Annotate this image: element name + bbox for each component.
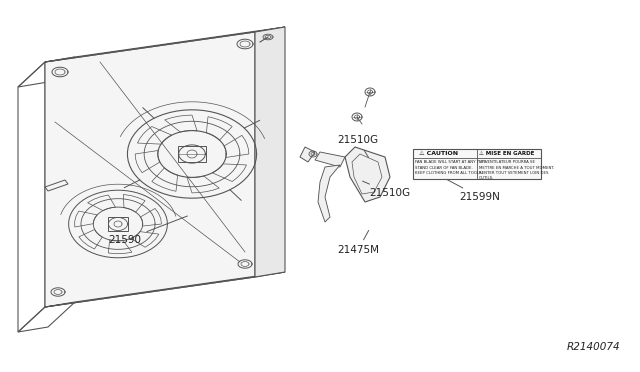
- Text: 21510G: 21510G: [362, 181, 411, 198]
- Bar: [108, 217, 128, 231]
- Polygon shape: [300, 147, 315, 162]
- Polygon shape: [318, 165, 340, 222]
- Text: 21599N: 21599N: [447, 179, 500, 202]
- Bar: [178, 146, 206, 162]
- Polygon shape: [45, 32, 255, 307]
- Polygon shape: [315, 152, 345, 167]
- Text: ⚠ MISE EN GARDE: ⚠ MISE EN GARDE: [479, 151, 535, 156]
- Text: 21510G: 21510G: [337, 135, 379, 158]
- FancyBboxPatch shape: [413, 149, 541, 179]
- Polygon shape: [345, 147, 390, 202]
- Text: ⚠ CAUTION: ⚠ CAUTION: [419, 151, 458, 156]
- Polygon shape: [45, 272, 285, 307]
- Text: 21475M: 21475M: [337, 230, 379, 255]
- Text: R2140074: R2140074: [566, 342, 620, 352]
- Text: LE VENTILATEUR POURRA SE
METTRE EN MARCHE A TOUT MOMENT.
RENTER TOUT VETEMENT LO: LE VENTILATEUR POURRA SE METTRE EN MARCH…: [479, 160, 554, 180]
- Text: FAN BLADE WILL START AT ANY TYPE.
STAND CLEAR OF FAN BLADE.
KEEP CLOTHING FROM A: FAN BLADE WILL START AT ANY TYPE. STAND …: [415, 160, 488, 175]
- Polygon shape: [255, 27, 285, 277]
- Text: 21590: 21590: [109, 216, 188, 245]
- Polygon shape: [45, 27, 285, 62]
